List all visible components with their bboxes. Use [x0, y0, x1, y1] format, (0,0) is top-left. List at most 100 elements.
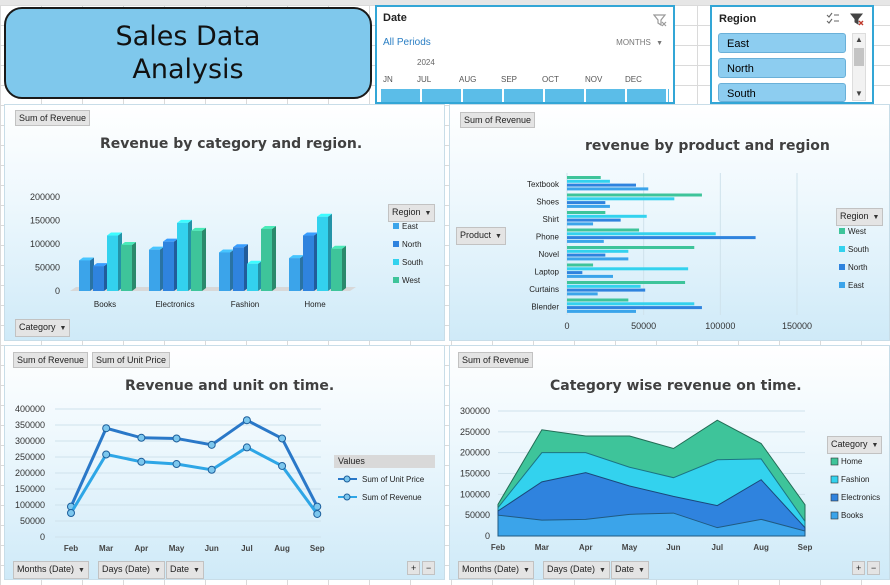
scroll-thumb[interactable] [854, 48, 864, 66]
bar-top [233, 244, 248, 248]
bar-north [567, 201, 606, 205]
chevron-down-icon: ▼ [78, 567, 85, 574]
field-button-sum-unit-price[interactable]: Sum of Unit Price [92, 352, 171, 368]
field-button-label: Region [840, 211, 869, 221]
legend-field-button-category[interactable]: Category ▼ [827, 436, 883, 454]
field-button-sum-revenue[interactable]: Sum of Revenue [15, 110, 91, 126]
bar-north [567, 288, 646, 292]
region-item-north[interactable]: North [718, 58, 846, 78]
chart-panel-revenue-unit-time[interactable]: Sum of Revenue Sum of Unit Price Revenue… [4, 345, 445, 580]
field-button-label: Region [392, 207, 421, 217]
x-tick-label: Electronics [155, 300, 194, 309]
legend-swatch [393, 223, 399, 229]
timeline-bar[interactable] [381, 89, 669, 102]
bar-front [93, 266, 104, 291]
legend-label: Sum of Unit Price [362, 475, 425, 484]
legend-marker [343, 493, 351, 501]
legend-label-west: West [402, 276, 421, 285]
chart-panel-category-time[interactable]: Sum of Revenue Category wise revenue on … [449, 345, 890, 580]
bar-top [121, 241, 136, 245]
legend-field-button-region[interactable]: Region ▼ [836, 208, 884, 226]
month-label-6: DEC [625, 75, 642, 84]
bar-top [191, 227, 206, 231]
bar-front [247, 263, 258, 291]
chart-panel-product-region[interactable]: Sum of Revenue revenue by product and re… [449, 104, 890, 341]
bar-west [191, 227, 206, 291]
field-button-sum-revenue[interactable]: Sum of Revenue [458, 352, 534, 368]
axis-field-button-days[interactable]: Days (Date) ▼ [543, 561, 610, 579]
title-line-2: Analysis [132, 54, 244, 85]
legend-swatch [839, 228, 845, 234]
region-slicer-title: Region [719, 13, 757, 25]
data-point [137, 433, 146, 442]
field-button-sum-revenue[interactable]: Sum of Revenue [13, 352, 89, 368]
bar-side [202, 227, 206, 291]
scroll-up-icon[interactable]: ▲ [855, 35, 863, 44]
expand-button[interactable]: + [407, 561, 421, 575]
field-button-sum-revenue[interactable]: Sum of Revenue [460, 112, 536, 128]
time-level-dropdown[interactable]: MONTHS ▼ [616, 38, 663, 47]
chevron-down-icon: ▼ [523, 567, 530, 574]
field-button-label: Sum of Revenue [464, 115, 532, 125]
y-tick-label: 0 [40, 532, 45, 542]
expand-button[interactable]: + [852, 561, 866, 575]
legend-label-fashion: Fashion [841, 475, 869, 484]
data-point [207, 465, 216, 474]
chart-panel-category-region[interactable]: Sum of Revenue Revenue by category and r… [4, 104, 445, 341]
axis-field-button-months[interactable]: Months (Date) ▼ [458, 561, 534, 579]
y-tick-label: 50000 [35, 263, 60, 273]
y-tick-label: 350000 [15, 420, 45, 430]
legend-marker [343, 475, 351, 483]
x-tick-label: Feb [64, 544, 78, 553]
data-point [242, 416, 251, 425]
bar-front [289, 258, 300, 291]
legend-label-east: East [848, 281, 865, 290]
bar-south [567, 302, 695, 306]
y-tick-label: 300000 [460, 406, 490, 416]
chevron-down-icon: ▼ [154, 567, 161, 574]
slicer-scrollbar[interactable]: ▲ ▼ [852, 33, 866, 101]
region-slicer[interactable]: Region East North South ▲ ▼ [710, 5, 874, 104]
collapse-button[interactable]: − [422, 561, 436, 575]
collapse-button[interactable]: − [867, 561, 881, 575]
bar-front [219, 252, 230, 291]
bar-front [303, 235, 314, 291]
y-tick-label: Curtains [529, 285, 559, 294]
bar-chart-product-region: 0 50000 100000 150000 Textbook Shoes Shirt Phon… [527, 173, 869, 331]
x-tick-label: Apr [134, 544, 148, 553]
data-point [242, 443, 251, 452]
region-item-east[interactable]: East [718, 33, 846, 53]
y-tick-label: Novel [539, 250, 560, 259]
y-tick-label: Shirt [543, 215, 560, 224]
bar-east [289, 255, 304, 291]
bar-east [567, 292, 598, 296]
bar-south [317, 213, 332, 291]
chart-floor [70, 287, 356, 291]
legend-label: Sum of Revenue [362, 493, 422, 502]
legend-label-east: East [402, 222, 419, 231]
legend-swatch [830, 511, 839, 520]
axis-field-button-date[interactable]: Date ▼ [166, 561, 204, 579]
legend-field-button-region[interactable]: Region ▼ [388, 204, 436, 222]
chevron-down-icon: ▼ [871, 442, 879, 449]
field-button-label: Sum of Revenue [17, 355, 85, 365]
scroll-down-icon[interactable]: ▼ [855, 89, 863, 98]
field-button-label: Sum of Revenue [19, 113, 87, 123]
x-tick-label: May [622, 543, 638, 552]
clear-filter-icon[interactable] [850, 12, 864, 26]
axis-field-button-months[interactable]: Months (Date) ▼ [13, 561, 89, 579]
region-item-south[interactable]: South [718, 83, 846, 102]
legend-swatch [830, 493, 839, 502]
field-button-label: Date [170, 564, 190, 574]
date-slicer[interactable]: Date All Periods MONTHS ▼ 2024 JN JUL AU… [375, 5, 675, 104]
axis-field-button-days[interactable]: Days (Date) ▼ [98, 561, 165, 579]
axis-field-button-category[interactable]: Category ▼ [15, 319, 71, 337]
bar-north [163, 238, 178, 291]
x-tick-label: Jun [666, 543, 680, 552]
axis-field-button-product[interactable]: Product ▼ [456, 227, 506, 245]
clear-filter-icon[interactable] [653, 13, 667, 27]
multi-select-icon[interactable] [826, 12, 840, 25]
y-tick-label: 150000 [30, 216, 60, 226]
axis-field-button-date[interactable]: Date ▼ [611, 561, 649, 579]
